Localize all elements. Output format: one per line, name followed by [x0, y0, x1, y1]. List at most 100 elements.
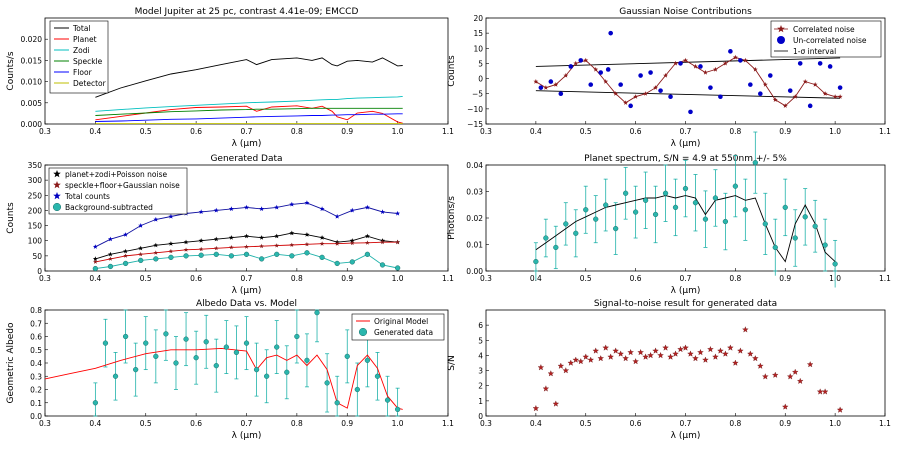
- correlated-noise-point: [673, 60, 678, 66]
- x-tick-label: 0.7: [680, 419, 692, 428]
- total-counts-point: [228, 206, 234, 211]
- x-tick-label: 0.9: [779, 127, 791, 136]
- x-tick-label: 0.6: [630, 274, 642, 283]
- chart-p4: Planet spectrum, S/N = 4.9 at 550nm +/- …: [447, 131, 891, 296]
- spectrum-point: [613, 225, 619, 232]
- y-tick-label: 0.03: [466, 188, 483, 197]
- planet-zodi-point: [168, 241, 174, 246]
- y-axis-label: Photons/s: [447, 196, 457, 240]
- chart-p5: Albedo Data vs. Model 0.3 0.4 0.5 0.6 0.7 0.8 0…: [6, 299, 454, 441]
- y-axis-label: Counts/s: [6, 51, 16, 90]
- chart-title: Planet spectrum, S/N = 4.9 at 550nm +/- …: [584, 154, 787, 164]
- snr-point: [597, 355, 605, 362]
- snr-point: [727, 344, 734, 351]
- total-counts-point: [334, 213, 340, 219]
- x-tick-label: 0.4: [530, 419, 542, 428]
- uncorrelated-noise-point: [618, 82, 623, 87]
- speckle-floor-point: [229, 245, 234, 250]
- y-tick-label: 6: [478, 321, 483, 330]
- legend: Correlated noise Un-correlated noise 1-σ i…: [770, 20, 882, 58]
- uncorrelated-noise-point: [608, 30, 613, 36]
- speckle-floor-point: [198, 246, 204, 252]
- snr-point: [657, 351, 664, 359]
- snr-point: [747, 350, 754, 357]
- background-subtracted-point: [183, 253, 189, 259]
- background-subtracted-point: [274, 251, 280, 257]
- legend-marker: [53, 170, 61, 178]
- albedo-data-point: [264, 373, 270, 379]
- correlated-noise-point: [663, 72, 668, 78]
- snr-point: [821, 388, 829, 395]
- uncorrelated-noise-point: [797, 61, 803, 66]
- albedo-data-point: [153, 353, 159, 360]
- y-tick-label: 0.01: [466, 241, 483, 250]
- x-tick-label: 1.1: [442, 274, 454, 283]
- background-subtracted-point: [394, 265, 401, 271]
- x-tick-label: 0.9: [341, 274, 353, 283]
- x-tick-label: 0.6: [190, 127, 202, 136]
- planet-zodi-point: [259, 235, 265, 240]
- background-subtracted-point: [122, 260, 129, 267]
- x-tick-label: 1.1: [442, 419, 454, 428]
- y-tick-label: 0.4: [30, 359, 42, 368]
- planet-zodi-point: [228, 235, 234, 240]
- legend-label: Background-subtracted: [65, 203, 153, 212]
- legend-label: Planet: [73, 35, 97, 44]
- speckle-floor-point: [350, 240, 355, 246]
- planet-zodi-point: [289, 230, 295, 236]
- correlated-noise-point: [732, 54, 738, 60]
- snr-point: [702, 356, 709, 363]
- snr-point: [771, 371, 779, 378]
- correlated-noise-point: [563, 72, 569, 78]
- spectrum-point: [732, 183, 739, 189]
- snr-point: [542, 385, 550, 392]
- total-counts-point: [138, 223, 144, 228]
- legend-box: [49, 20, 109, 94]
- snr-point: [722, 350, 729, 357]
- background-subtracted-point: [364, 251, 371, 257]
- total-counts-point: [349, 207, 355, 213]
- legend-label: Detector: [73, 79, 107, 88]
- albedo-data-point: [354, 386, 360, 393]
- y-tick-label: 20: [473, 14, 483, 23]
- albedo-data-point: [394, 406, 401, 413]
- x-tick-label: 0.5: [140, 127, 152, 136]
- snr-point: [627, 348, 634, 356]
- uncorrelated-noise-point: [817, 61, 823, 66]
- albedo-data-point: [183, 336, 189, 342]
- original-model-line: [44, 347, 403, 410]
- speckle-floor-point: [244, 244, 249, 249]
- legend: Total Planet Zodi Speckle Floor Detector: [49, 20, 109, 94]
- uncorrelated-noise-point: [718, 94, 723, 100]
- legend-marker: [53, 192, 61, 200]
- x-tick-label: 0.7: [680, 127, 692, 136]
- speckle-floor-point: [274, 243, 279, 248]
- speckle-floor-point: [138, 251, 143, 257]
- uncorrelated-noise-point: [568, 64, 574, 69]
- spectrum-point: [812, 223, 818, 229]
- x-tick-label: 0.8: [291, 419, 303, 428]
- albedo-data-point: [344, 353, 350, 360]
- x-tick-label: 0.8: [729, 127, 741, 136]
- legend-box: [351, 313, 445, 341]
- albedo-data-point: [193, 355, 199, 361]
- background-subtracted-point: [228, 253, 235, 259]
- uncorrelated-noise-point: [688, 109, 693, 115]
- uncorrelated-noise-point: [598, 70, 604, 75]
- legend-label: speckle+floor+Gaussian noise: [65, 181, 180, 190]
- total-counts-point: [364, 204, 370, 210]
- albedo-data-point: [334, 400, 340, 406]
- uncorrelated-noise-point: [807, 103, 813, 109]
- x-tick-label: 0.9: [341, 419, 353, 428]
- snr-point: [667, 353, 674, 360]
- snr-point: [637, 348, 644, 356]
- y-tick-label: 0.02: [466, 214, 483, 223]
- correlated-noise-point: [603, 79, 609, 84]
- spectrum-point: [603, 202, 609, 208]
- x-tick-label: 0.8: [729, 274, 741, 283]
- chart-title: Signal-to-noise result for generated dat…: [594, 299, 777, 309]
- snr-point: [836, 406, 844, 413]
- snr-point: [687, 350, 694, 357]
- series-line-planet: [95, 105, 403, 124]
- albedo-data-point: [374, 373, 381, 379]
